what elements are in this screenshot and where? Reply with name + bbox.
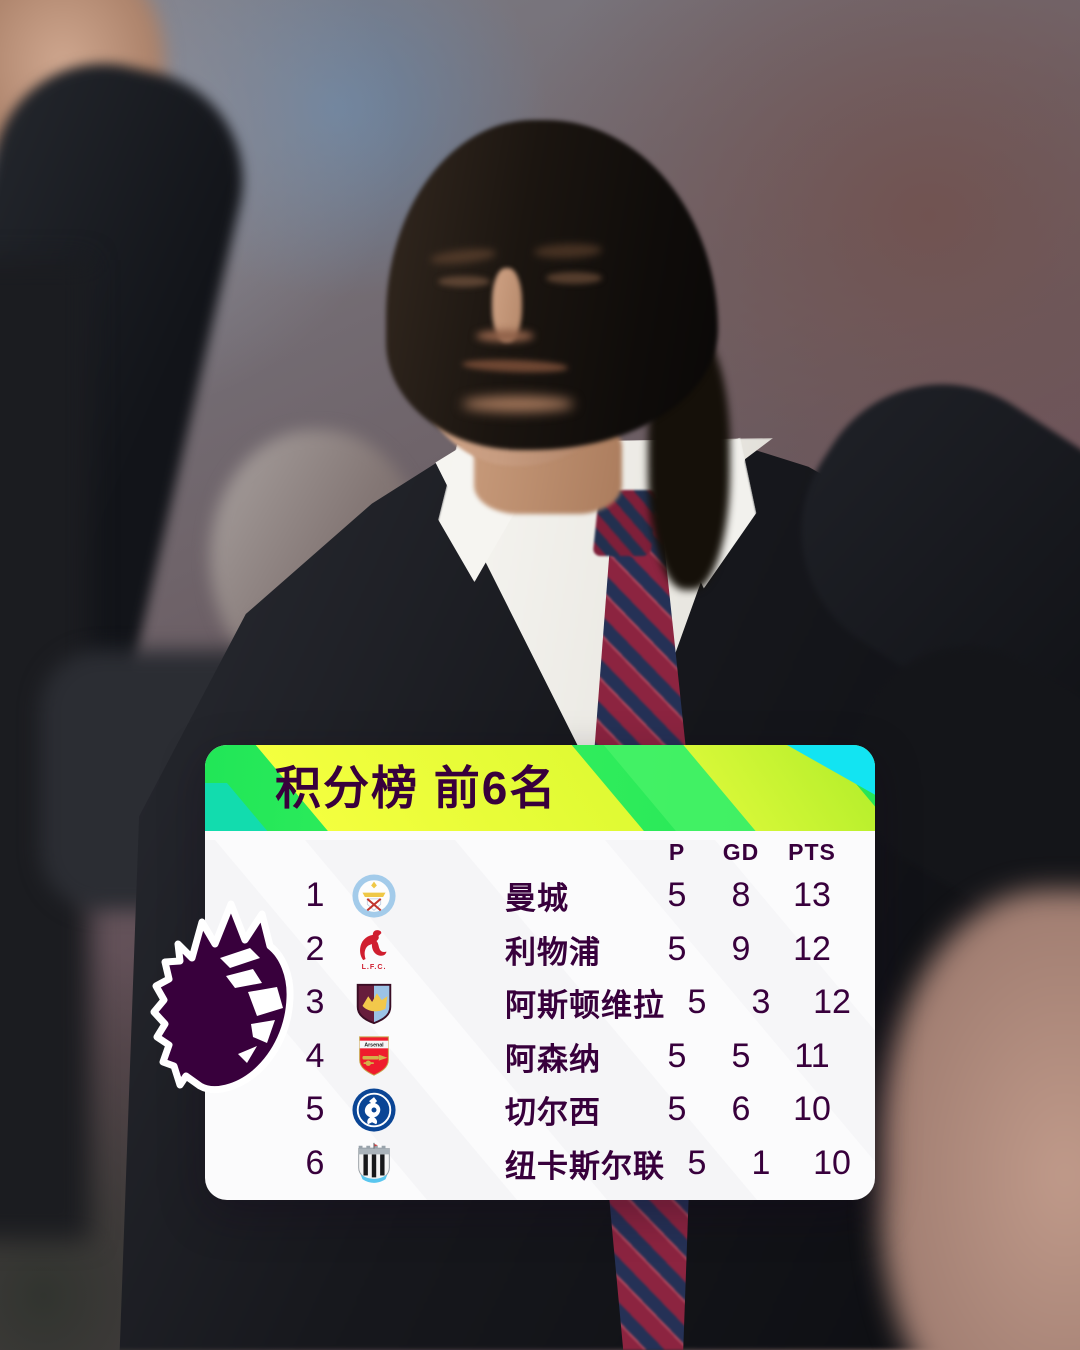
table-row: 6 纽卡斯尔联 5 1 10	[205, 1137, 875, 1191]
photo-nose-shadow	[476, 330, 534, 342]
team-name: 利物浦	[505, 934, 601, 970]
team-name: 曼城	[505, 881, 569, 917]
points-value: 12	[793, 929, 831, 968]
played-value: 5	[687, 983, 707, 1022]
card-header: 积分榜 前6名	[205, 745, 875, 831]
photo-eye-right	[546, 272, 602, 284]
header-teal-stripe	[205, 783, 278, 831]
team-name: 阿斯顿维拉	[505, 988, 665, 1024]
goal-difference-value: 9	[731, 929, 751, 968]
rank: 6	[305, 1143, 325, 1182]
goal-difference-value: 8	[731, 876, 751, 915]
team-name: 阿森纳	[505, 1041, 601, 1077]
points-value: 10	[813, 1143, 851, 1182]
team-name: 纽卡斯尔联	[505, 1148, 665, 1184]
rank: 5	[305, 1090, 325, 1129]
photo-manager-hair	[386, 120, 718, 450]
played-value: 5	[667, 1090, 687, 1129]
rank: 3	[305, 983, 325, 1022]
goal-difference-value: 3	[751, 983, 771, 1022]
table-row: 2 L.F.C. 利物浦 5 9 12	[205, 923, 875, 977]
liverpool-badge-text: L.F.C.	[362, 963, 387, 971]
arsenal-badge-text: Arsenal	[364, 1043, 384, 1049]
goal-difference-value: 1	[751, 1143, 771, 1182]
standings-rows: 1 曼城 5 8 13 2 L.F.C. 利物浦 5 9 12 3	[205, 869, 875, 1194]
card-title: 积分榜 前6名	[275, 762, 558, 814]
played-value: 5	[667, 929, 687, 968]
points-value: 10	[793, 1090, 831, 1129]
points-value: 12	[813, 983, 851, 1022]
table-row: 1 曼城 5 8 13	[205, 869, 875, 923]
col-goal-difference: GD	[722, 838, 760, 865]
photo-eye-left	[438, 276, 490, 287]
goal-difference-value: 6	[731, 1090, 751, 1129]
played-value: 5	[667, 876, 687, 915]
manchester-city-badge-icon	[343, 873, 405, 919]
liverpool-badge-icon: L.F.C.	[343, 926, 405, 972]
points-value: 13	[793, 876, 831, 915]
aston-villa-badge-icon	[343, 980, 405, 1026]
played-value: 5	[687, 1143, 707, 1182]
points-value: 11	[794, 1036, 830, 1075]
col-points: PTS	[788, 838, 836, 865]
photo-nose	[492, 268, 522, 342]
premier-league-lion-logo	[150, 900, 294, 1093]
table-row: 4 Arsenal 阿森纳 5 5 11	[205, 1030, 875, 1084]
photo-chin-crease	[462, 396, 574, 412]
chelsea-badge-icon	[343, 1087, 405, 1133]
team-name: 切尔西	[505, 1095, 601, 1131]
goal-difference-value: 5	[731, 1036, 751, 1075]
table-row: 5 切尔西 5 6 10	[205, 1083, 875, 1137]
table-row: 3 阿斯顿维拉 5 3 12	[205, 976, 875, 1030]
standings-card: 积分榜 前6名 P GD PTS 1 曼城 5 8 13 2 L.F.C.	[205, 745, 875, 1200]
rank: 2	[305, 929, 325, 968]
arsenal-badge-icon: Arsenal	[343, 1033, 405, 1079]
rank: 1	[305, 876, 325, 915]
col-played: P	[668, 838, 686, 865]
played-value: 5	[667, 1036, 687, 1075]
newcastle-badge-icon	[343, 1140, 405, 1186]
rank: 4	[305, 1036, 325, 1075]
column-headers: P GD PTS	[205, 835, 875, 869]
